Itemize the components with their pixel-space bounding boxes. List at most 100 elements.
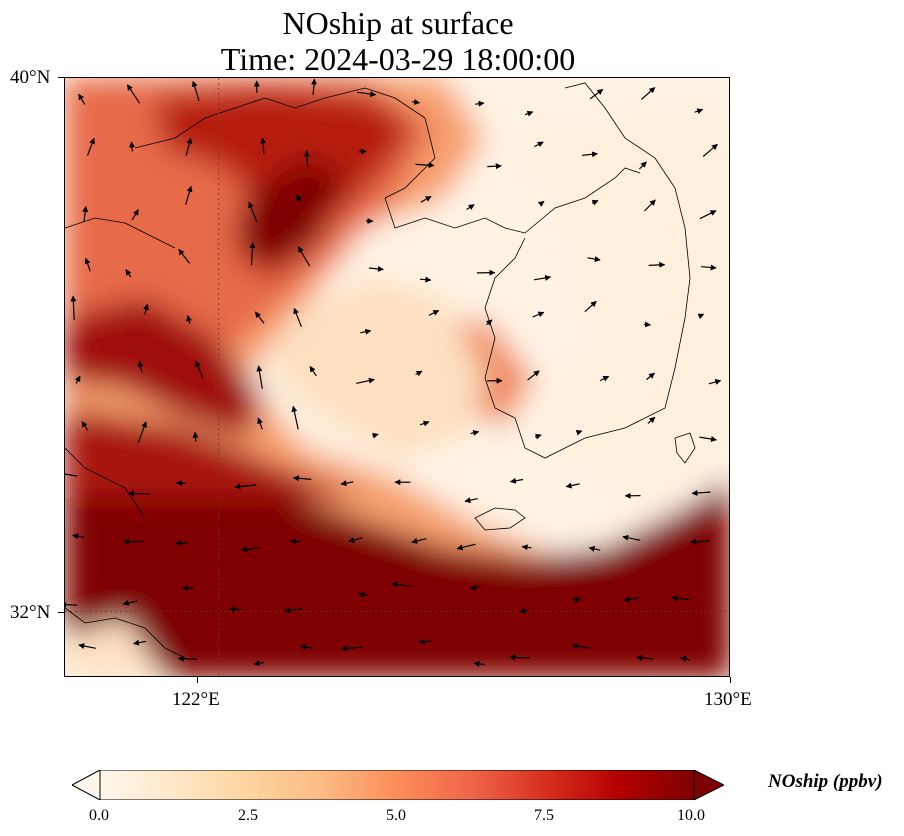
wind-vector [72, 533, 85, 540]
wind-vector [643, 321, 651, 328]
colorbar-bar [99, 770, 695, 800]
wind-vector [368, 265, 384, 272]
wind-vector [411, 538, 427, 544]
wind-vector [475, 100, 485, 107]
wind-vector [587, 256, 601, 263]
wind-vector [694, 108, 704, 115]
wind-vector [419, 420, 430, 427]
wind-vector [299, 644, 314, 650]
wind-vector [671, 595, 690, 602]
wind-vector [521, 544, 532, 551]
wind-vector [195, 360, 204, 379]
colorbar-tick-5: 5.0 [386, 807, 406, 824]
lat-tick-label-32: 32°N [10, 602, 51, 623]
lon-tick-label-122: 122°E [172, 689, 220, 710]
colorbar-title: NOship (ppbv) [768, 771, 883, 792]
wind-vector [509, 477, 524, 484]
colorbar-tick-7.5: 7.5 [534, 807, 554, 824]
wind-vector [74, 375, 81, 384]
wind-vector [311, 78, 318, 95]
wind-vector [456, 543, 476, 551]
wind-vector [78, 93, 86, 105]
wind-vector [284, 607, 303, 614]
wind-vector [186, 315, 192, 324]
wind-vector [126, 84, 141, 104]
wind-vector [291, 405, 299, 430]
wind-vector [622, 534, 641, 541]
colorbar-extend-max [693, 770, 724, 800]
wind-vector [565, 482, 580, 489]
colorbar-tick-0: 0.0 [89, 807, 109, 824]
wind-vector [636, 654, 654, 661]
map-panel [64, 77, 730, 677]
wind-vector [348, 537, 363, 543]
wind-vector [532, 311, 545, 318]
wind-vector [572, 596, 583, 603]
wind-vector [708, 379, 722, 385]
wind-vector [419, 276, 432, 283]
wind-vector [701, 264, 717, 271]
wind-vector [133, 639, 147, 646]
concentration-map [65, 78, 729, 676]
wind-vector [192, 431, 199, 442]
wind-vector [537, 200, 545, 207]
colorbar-tick-2.5: 2.5 [238, 807, 258, 824]
wind-vector [292, 475, 312, 482]
wind-vector [473, 660, 485, 667]
wind-vector [309, 365, 317, 377]
wind-vector [70, 295, 77, 320]
wind-vector [647, 416, 656, 424]
wind-vector [420, 195, 432, 203]
wind-vector [143, 303, 150, 315]
colorbar-tick-10: 10.0 [677, 807, 705, 824]
wind-vector [176, 480, 186, 487]
wind-vector [524, 110, 534, 117]
wind-vector [86, 137, 95, 156]
wind-vector [249, 242, 256, 266]
wind-vector [584, 300, 597, 313]
wind-vector [259, 137, 266, 154]
wind-vector [485, 319, 493, 326]
wind-vector [418, 638, 432, 645]
wind-vector [340, 480, 354, 487]
wind-vector [82, 205, 89, 222]
wind-vector [391, 581, 413, 588]
wind-vector [253, 660, 265, 667]
wind-vector [699, 436, 717, 442]
wind-vector [534, 433, 542, 440]
colorbar-extend-min [72, 770, 101, 800]
wind-vector [177, 655, 198, 662]
wind-vector [702, 143, 718, 158]
wind-vector [641, 87, 656, 100]
wind-vector [599, 375, 610, 382]
wind-vector [297, 246, 311, 267]
wind-vector [589, 88, 604, 100]
wind-vector [680, 655, 691, 662]
wind-vector [415, 162, 435, 169]
wind-vector [470, 429, 480, 436]
wind-vector [81, 421, 89, 431]
wind-vector [191, 80, 200, 102]
wind-vector [534, 141, 544, 148]
wind-vector [527, 370, 540, 381]
lon-tick-mark-130 [730, 677, 731, 683]
wind-vector [185, 137, 193, 157]
wind-vector [588, 546, 601, 552]
map-title-line1: NOship at surface [282, 5, 514, 41]
wind-vector [229, 606, 242, 613]
wind-vector [648, 261, 666, 268]
map-title-line2: Time: 2024-03-29 18:00:00 [220, 41, 576, 77]
colorbar [72, 770, 724, 800]
wind-vector [356, 377, 375, 384]
wind-vector [487, 163, 502, 170]
lon-tick-label-130: 130°E [704, 689, 752, 710]
wind-vector [178, 248, 190, 264]
lon-tick-mark-122 [197, 677, 198, 683]
wind-vector [137, 421, 147, 444]
wind-vector [591, 199, 599, 206]
wind-vector [690, 538, 710, 545]
wind-vector [254, 311, 265, 324]
wind-vector [469, 584, 481, 591]
wind-vector [84, 257, 91, 272]
wind-vector [575, 429, 583, 436]
